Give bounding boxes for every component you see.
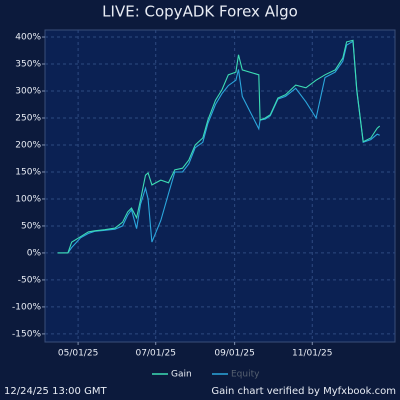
line-series [57, 39, 381, 254]
y-tick-label: 350% [15, 60, 41, 70]
credit: Gain chart verified by Myfxbook.com [211, 386, 396, 397]
y-tick-label: 150% [15, 167, 41, 177]
legend-label: Equity [231, 370, 260, 380]
y-tick-label: 200% [15, 140, 41, 150]
y-tick-label: -150% [12, 329, 41, 339]
y-tick-label: -50% [18, 275, 42, 285]
y-tick-label: 300% [15, 86, 41, 96]
x-tick-label: 07/01/25 [136, 349, 176, 359]
y-tick-label: -100% [12, 302, 41, 312]
legend-label: Gain [171, 370, 192, 380]
y-tick-label: 100% [15, 194, 41, 204]
chart-title: LIVE: CopyADK Forex Algo [102, 3, 298, 21]
y-tick-label: 250% [15, 113, 41, 123]
x-tick-label: 11/01/25 [292, 349, 332, 359]
x-tick-label: 09/01/25 [214, 349, 254, 359]
y-tick-label: 50% [21, 221, 41, 231]
line-series [57, 40, 380, 254]
x-tick-label: 05/01/25 [58, 349, 98, 359]
y-tick-label: 400% [15, 33, 41, 43]
y-tick-label: 0% [27, 248, 42, 258]
date-stamp: 12/24/25 13:00 GMT [4, 386, 107, 397]
plot-area [44, 29, 396, 343]
